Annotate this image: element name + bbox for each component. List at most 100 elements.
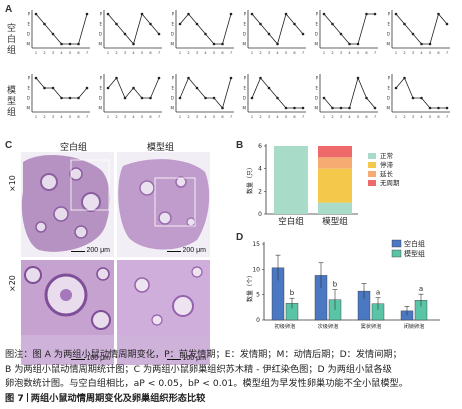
cycle-x-tick: 3: [52, 51, 54, 55]
chart-b-y-tick: 4: [258, 166, 262, 173]
cycle-y-tick: D: [243, 96, 246, 101]
cycle-y-tick: D: [315, 96, 318, 101]
cycle-y-tick: D: [387, 96, 390, 101]
cycle-y-tick: D: [387, 32, 390, 37]
chart-b-bar-segment: [274, 146, 308, 214]
cycle-x-tick: 3: [196, 115, 198, 119]
figure-title: 图 7 两组小鼠动情周期变化及卵巢组织形态比较: [5, 390, 457, 404]
cycle-x-tick: 4: [348, 115, 351, 119]
chart-d-y-tick: 10: [252, 266, 260, 273]
cycle-y-tick: M: [243, 42, 247, 47]
cycle-x-tick: 2: [259, 51, 261, 55]
panel-c-row1: ×10: [8, 175, 17, 192]
cycle-x-tick: 1: [395, 51, 397, 55]
cycle-y-tick: P: [28, 76, 31, 81]
cycle-x-tick: 7: [230, 115, 232, 119]
cycle-x-tick: 6: [221, 115, 223, 119]
cycle-x-tick: 6: [77, 115, 79, 119]
cycle-y-tick: M: [315, 42, 319, 47]
cycle-x-tick: 6: [221, 51, 223, 55]
chart-d-significance: a: [376, 289, 380, 297]
chart-d-category: 闭锁卵泡: [404, 322, 425, 330]
cycle-x-tick: 5: [69, 115, 71, 119]
chart-d-y-tick: 0: [256, 317, 260, 324]
cycle-line: [395, 13, 448, 45]
chart-b-bar-segment: [318, 146, 352, 158]
panel-c-letter: C: [5, 140, 13, 151]
cycle-x-tick: 5: [285, 115, 287, 119]
cycle-x-tick: 7: [158, 51, 160, 55]
cycle-x-tick: 2: [187, 115, 189, 119]
cycle-x-tick: 1: [323, 51, 325, 55]
cycle-x-tick: 4: [420, 115, 423, 119]
chart-d-category: 窦状卵泡: [361, 322, 382, 330]
cycle-x-tick: 7: [374, 115, 376, 119]
cycle-y-tick: E: [243, 86, 246, 91]
cycle-x-tick: 4: [60, 115, 63, 119]
cycle-x-tick: 3: [124, 115, 126, 119]
cycle-y-tick: P: [316, 12, 319, 17]
cycle-y-tick: M: [171, 106, 175, 111]
cycle-x-tick: 6: [437, 51, 439, 55]
cycle-x-tick: 7: [446, 115, 448, 119]
cycle-y-tick: M: [243, 106, 247, 111]
cycle-line: [323, 13, 375, 45]
cycle-y-tick: E: [315, 86, 318, 91]
cycle-x-tick: 3: [412, 115, 414, 119]
scale-bar-2: 200 μm: [166, 247, 206, 254]
cycle-x-tick: 6: [77, 51, 79, 55]
cycle-y-tick: P: [388, 76, 391, 81]
figure-number: 图 7: [5, 393, 24, 404]
cycle-x-tick: 1: [35, 51, 37, 55]
cycle-x-tick: 5: [141, 51, 143, 55]
cycle-y-tick: M: [99, 106, 103, 111]
cycle-y-tick: E: [99, 86, 102, 91]
cycle-x-tick: 3: [340, 51, 342, 55]
panel-a-letter: A: [5, 4, 13, 15]
panel-c-row2: ×20: [8, 275, 17, 292]
chart-b-legend-label: 正常: [380, 151, 393, 160]
panel-a-group1-label: 空白组: [7, 24, 17, 56]
cycle-x-tick: 1: [107, 115, 109, 119]
cycle-x-tick: 4: [204, 115, 207, 119]
cycle-x-tick: 2: [403, 51, 405, 55]
cycle-x-tick: 5: [213, 115, 215, 119]
cycle-y-tick: D: [27, 96, 30, 101]
cycle-y-tick: E: [315, 22, 318, 27]
cycle-y-tick: E: [387, 86, 390, 91]
cycle-x-tick: 2: [259, 115, 261, 119]
cycle-line: [251, 77, 303, 109]
cycle-x-tick: 2: [187, 51, 189, 55]
cycle-x-tick: 2: [115, 115, 117, 119]
chart-d-legend-label: 空白组: [404, 239, 425, 248]
cycle-x-tick: 3: [412, 51, 414, 55]
cycle-y-tick: P: [388, 12, 391, 17]
caption-line-3: 卵泡数统计图。与空白组相比，aP < 0.05，bP < 0.01。模型组为早发…: [5, 378, 408, 390]
cycle-line: [35, 77, 88, 99]
cycle-x-tick: 5: [213, 51, 215, 55]
cycle-y-tick: E: [243, 22, 246, 27]
cycle-x-tick: 4: [204, 51, 207, 55]
cycle-x-tick: 3: [196, 51, 198, 55]
he-stain-control-x20: 100 μm: [21, 260, 114, 365]
chart-b-legend-label: 延长: [380, 169, 394, 178]
chart-b-bar-segment: [318, 202, 352, 214]
cycle-x-tick: 1: [395, 115, 397, 119]
cycle-y-tick: P: [244, 76, 247, 81]
cycle-y-tick: M: [171, 42, 175, 47]
cycle-x-tick: 7: [446, 51, 448, 55]
cycle-x-tick: 3: [268, 115, 270, 119]
cycle-y-tick: M: [27, 106, 31, 111]
chart-d-y-tick: 15: [252, 241, 260, 248]
cycle-x-tick: 3: [124, 51, 126, 55]
cycle-x-tick: 1: [323, 115, 325, 119]
cycle-x-tick: 1: [107, 51, 109, 55]
panel-c-col2: 模型组: [147, 143, 175, 153]
